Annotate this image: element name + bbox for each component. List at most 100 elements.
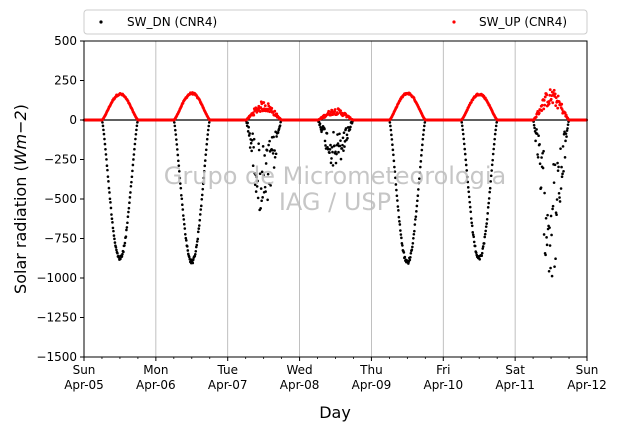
sw-dn-point [415,210,418,213]
y-tick-label-2: 0 [69,113,77,127]
sw-dn-point [493,132,497,136]
sw-dn-point [411,245,414,249]
sw-dn-point [199,208,203,211]
sw-dn-point [248,146,252,149]
y-tick-label-5: −750 [44,232,77,246]
sw-dn-point [126,221,129,225]
sw-dn-point [264,162,268,165]
sw-dn-point [468,200,472,204]
sw-dn-point [494,128,497,132]
x-axis: SunApr-05MonApr-06TueApr-07WedApr-08ThuA… [64,357,607,392]
sw-dn-point [266,198,269,202]
sw-dn-point [102,128,105,132]
sw-dn-point [126,215,130,219]
sw-dn-point [134,137,137,141]
sw-dn-point [203,164,207,168]
y-axis-label-main: Solar radiation ( [11,165,30,294]
sw-dn-point [337,150,340,154]
sw-up-point [327,109,331,113]
sw-dn-point [564,139,567,143]
sw-dn-point [278,124,282,127]
sw-dn-point [194,245,198,249]
x-tick-label-day-7: Sun [576,363,599,377]
sw-up-point [543,103,547,107]
sw-dn-point [467,190,471,194]
sw-dn-point [246,121,249,125]
sw-dn-point [391,143,394,146]
sw-dn-point [341,143,344,147]
sw-dn-point [560,165,563,169]
sw-dn-point [260,199,263,203]
sw-dn-point [195,240,199,243]
sw-dn-point [415,204,419,208]
sw-dn-point [127,210,130,214]
sw-dn-point [566,127,569,130]
sw-dn-point [423,121,427,124]
sw-dn-point [401,244,404,247]
sw-dn-point [129,191,132,194]
sw-dn-point [255,175,258,179]
sw-dn-point [553,265,556,268]
sw-dn-point [335,152,338,156]
sw-dn-point [256,179,259,183]
sw-dn-point [119,257,122,261]
sw-dn-point [488,186,492,190]
x-tick-label-day-4: Thu [359,363,383,377]
sw-up-point [336,112,340,116]
sw-dn-point [276,131,280,134]
sw-dn-point [414,215,418,218]
sw-up-point [262,101,266,104]
sw-dn-point [554,257,557,261]
sw-dn-point [347,126,350,129]
sw-dn-point [273,149,276,152]
sw-dn-point [467,195,471,199]
x-tick-label-day-2: Tue [216,363,238,377]
sw-dn-point [542,233,546,236]
sw-dn-point [495,121,498,124]
sw-dn-point [537,134,540,137]
sw-dn-point [178,176,182,180]
sw-dn-point [180,193,183,197]
sw-dn-point [556,169,560,172]
sw-dn-point [174,128,177,132]
sw-dn-point [492,142,496,146]
sw-up-point [266,102,270,106]
sw-dn-point [390,138,394,141]
sw-dn-point [392,153,395,157]
sw-dn-point [248,132,251,135]
sw-dn-point [133,142,137,146]
sw-dn-point [185,245,189,248]
sw-dn-point [489,174,493,178]
sw-up-point [255,110,259,114]
sw-dn-point [183,227,187,230]
sw-dn-point [485,218,489,221]
sw-dn-point [253,183,257,187]
sw-dn-point [124,235,128,238]
sw-dn-point [272,166,276,169]
sw-dn-point [332,130,335,134]
sw-up-point [537,111,541,115]
sw-dn-point [180,197,184,201]
sw-dn-point [258,172,262,176]
sw-up-point [556,106,560,110]
sw-dn-point [263,185,267,189]
sw-dn-point [555,198,559,201]
sw-dn-point [275,135,278,138]
sw-dn-point [557,165,560,169]
sw-dn-point [261,196,264,199]
y-axis-label-close: ) [11,104,30,110]
sw-dn-point [207,121,211,124]
sw-dn-point [547,269,551,273]
sw-dn-point [319,126,322,129]
sw-dn-point [551,207,554,211]
watermark-line-2: IAG / USP [279,188,391,216]
sw-dn-point [470,221,474,225]
x-tick-label-date-1: Apr-06 [136,378,176,392]
sw-dn-point [254,190,258,193]
sw-dn-point [329,161,333,165]
sw-dn-point [334,150,337,154]
series-sw-up-points [82,88,589,122]
sw-dn-point [183,222,186,226]
sw-up-point [556,94,560,98]
sw-dn-point [421,137,425,141]
